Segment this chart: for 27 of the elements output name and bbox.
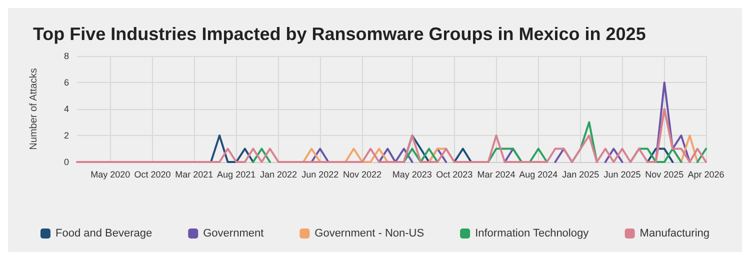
chart-title: Top Five Industries Impacted by Ransomware Groups in Mexico in 2025 xyxy=(33,24,646,44)
y-tick-label: 0 xyxy=(64,157,69,167)
x-tick-label: May 2020 xyxy=(90,170,130,180)
y-tick-label: 2 xyxy=(64,130,69,140)
x-tick-label: Apr 2026 xyxy=(688,170,724,180)
y-tick-label: 6 xyxy=(64,78,69,88)
x-tick-label: Jun 2025 xyxy=(604,170,641,180)
x-tick-label: Oct 2020 xyxy=(134,170,171,180)
x-tick-label: Jan 2025 xyxy=(562,170,600,180)
x-tick-label: Aug 2024 xyxy=(519,170,558,180)
legend-label: Government xyxy=(203,228,264,240)
x-tick-label: Jan 2022 xyxy=(260,170,298,180)
x-tick-label: Oct 2023 xyxy=(436,170,473,180)
x-tick-label: Jun 2022 xyxy=(302,170,339,180)
y-tick-label: 4 xyxy=(64,104,69,114)
legend-label: Government - Non-US xyxy=(314,228,424,240)
x-tick-label: Mar 2021 xyxy=(175,170,214,180)
x-tick-label: Mar 2024 xyxy=(477,170,516,180)
legend-label: Food and Beverage xyxy=(55,228,152,240)
x-tick-label: Nov 2025 xyxy=(645,170,684,180)
legend-label: Information Technology xyxy=(475,228,590,240)
legend-label: Manufacturing xyxy=(640,228,710,240)
x-tick-label: Nov 2022 xyxy=(343,170,382,180)
y-tick-label: 8 xyxy=(64,51,69,61)
x-tick-label: Aug 2021 xyxy=(217,170,256,180)
y-axis-title: Number of Attacks xyxy=(28,68,40,150)
x-tick-label: May 2023 xyxy=(392,170,432,180)
